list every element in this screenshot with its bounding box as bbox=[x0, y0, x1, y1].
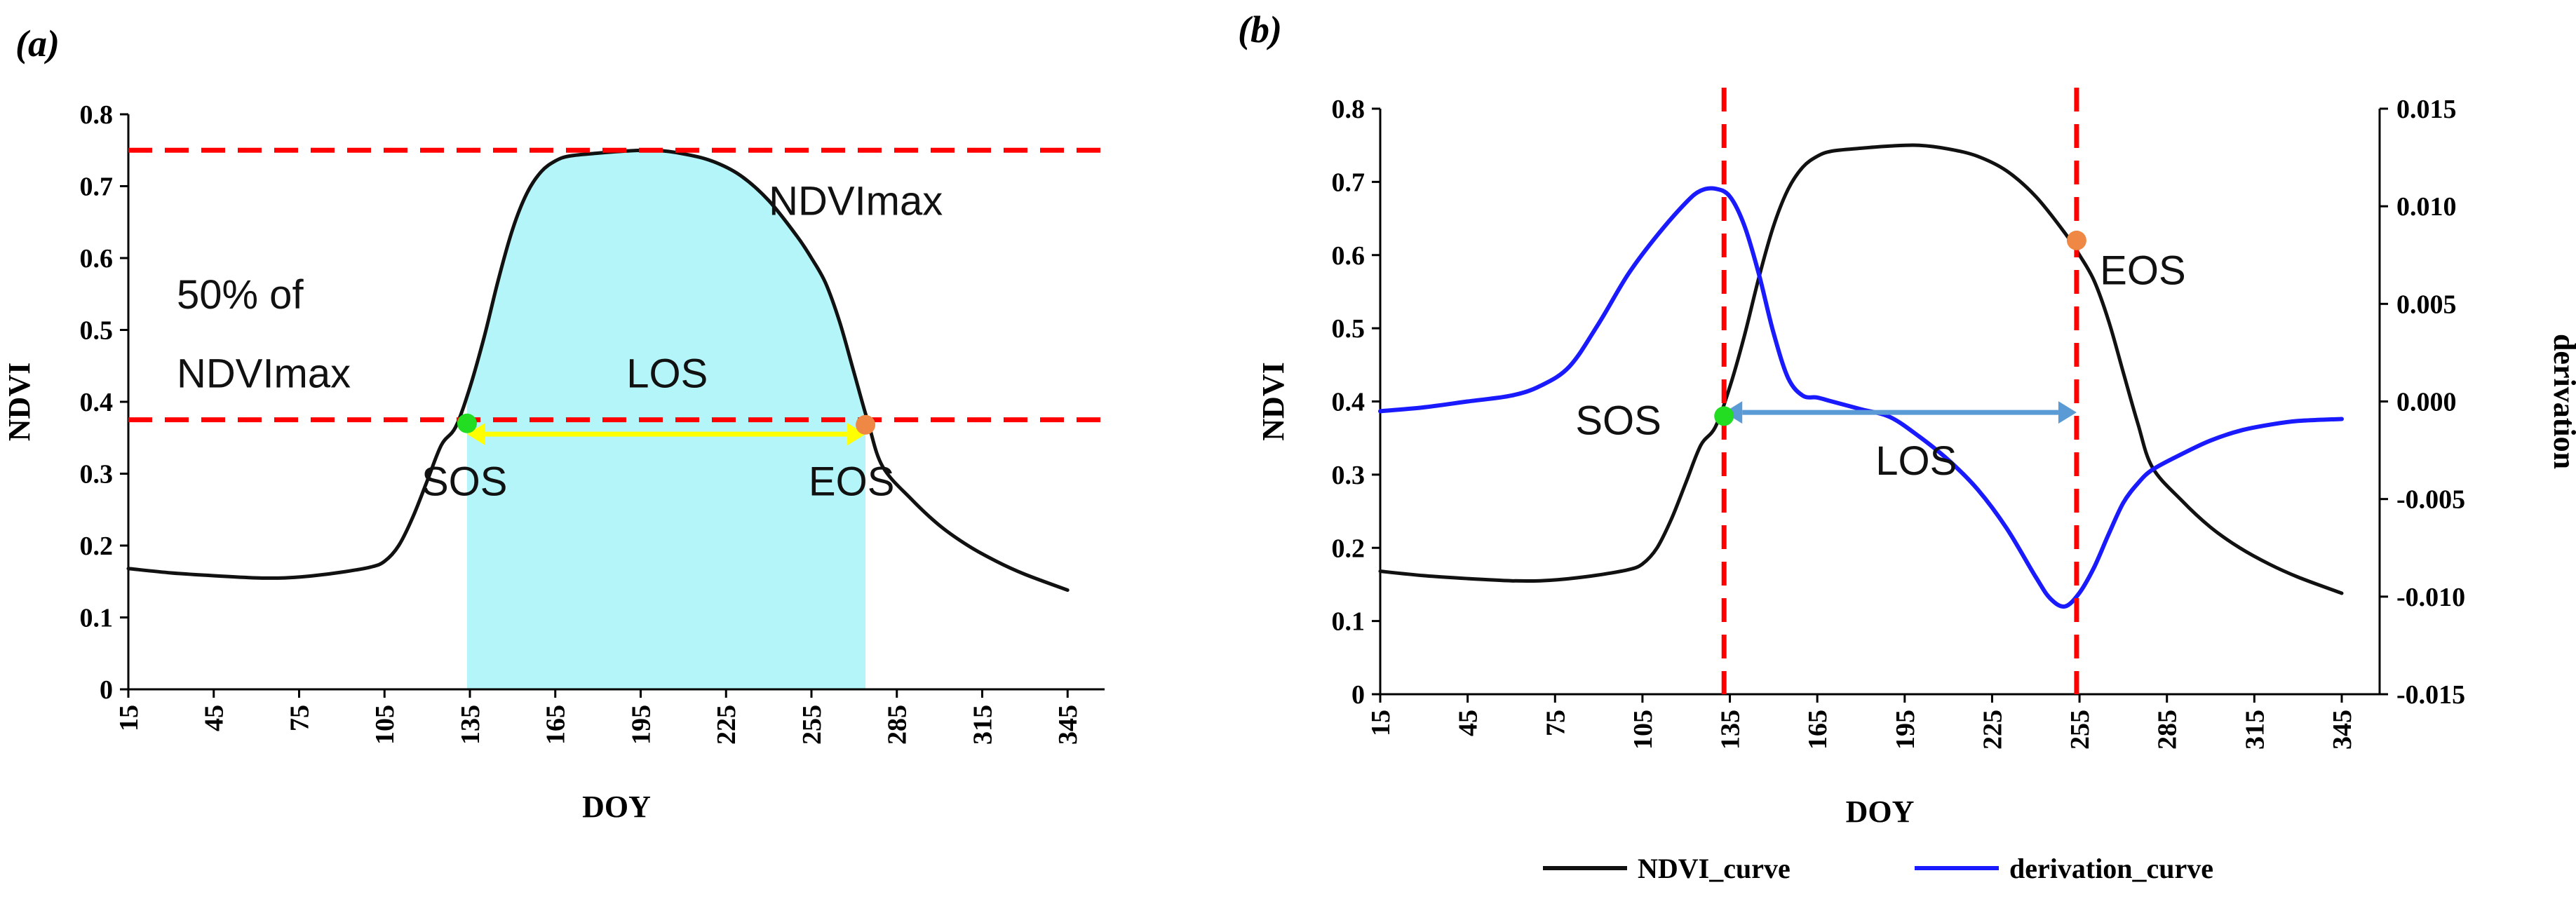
panel-label: (b) bbox=[1238, 8, 1282, 50]
x-tick-label: 225 bbox=[712, 705, 741, 745]
annotation-text: LOS bbox=[1875, 438, 1957, 484]
NDVI_curve-series-line bbox=[1378, 143, 2344, 595]
los-arrow-head-right bbox=[2058, 401, 2077, 424]
y-tick-label: 0.1 bbox=[80, 604, 114, 633]
y-tick-label: 0.4 bbox=[80, 388, 114, 417]
x-axis-title: DOY bbox=[1846, 795, 1915, 829]
annotation-text: NDVImax bbox=[769, 179, 943, 224]
panel-label: (a) bbox=[15, 22, 60, 65]
los-arrow-head-left bbox=[1724, 401, 1743, 424]
y-tick-label: 0.1 bbox=[1332, 607, 1365, 637]
x-tick-label: 255 bbox=[2065, 710, 2095, 750]
annotation-text: NDVImax bbox=[177, 351, 351, 397]
annotation-text: EOS bbox=[809, 459, 895, 504]
x-tick-label: 45 bbox=[1454, 710, 1483, 736]
annotation-text: LOS bbox=[626, 351, 708, 397]
x-tick-label: 285 bbox=[883, 705, 912, 745]
x-tick-label: 255 bbox=[797, 705, 827, 745]
x-tick-label: 75 bbox=[1541, 710, 1570, 736]
x-tick-label: 165 bbox=[1803, 710, 1833, 750]
y-tick-label: 0.8 bbox=[1332, 95, 1365, 124]
y-tick-label: 0.7 bbox=[80, 173, 114, 202]
y-tick-label: 0.2 bbox=[80, 532, 114, 561]
eos-marker bbox=[2066, 230, 2086, 250]
sos-marker bbox=[457, 413, 477, 433]
derivation_curve-series-line bbox=[1378, 186, 2344, 609]
x-tick-label: 225 bbox=[1978, 710, 2007, 750]
annotation-text: 50% of bbox=[177, 272, 304, 318]
legend-label: NDVI_curve bbox=[1638, 853, 1791, 884]
y-tick-label: 0.7 bbox=[1332, 168, 1365, 197]
eos-marker bbox=[856, 414, 876, 435]
x-tick-label: 45 bbox=[200, 705, 229, 731]
y2-tick-label: -0.010 bbox=[2396, 583, 2465, 612]
x-tick-label: 195 bbox=[626, 705, 656, 745]
y2-tick-label: -0.005 bbox=[2396, 485, 2465, 515]
x-tick-label: 285 bbox=[2153, 710, 2183, 750]
y2-tick-label: -0.015 bbox=[2396, 680, 2465, 710]
y-tick-label: 0.4 bbox=[1332, 388, 1365, 417]
y2-tick-label: 0.015 bbox=[2396, 95, 2457, 124]
x-tick-label: 135 bbox=[456, 705, 485, 745]
x-tick-label: 315 bbox=[968, 705, 997, 745]
legend-label: derivation_curve bbox=[2009, 853, 2213, 884]
x-tick-label: 135 bbox=[1716, 710, 1746, 750]
y-tick-label: 0.2 bbox=[1332, 534, 1365, 563]
x-tick-label: 105 bbox=[370, 705, 400, 745]
x-tick-label: 75 bbox=[285, 705, 314, 731]
y-tick-label: 0.3 bbox=[1332, 461, 1365, 490]
x-tick-label: 195 bbox=[1891, 710, 1920, 750]
x-tick-label: 315 bbox=[2240, 710, 2270, 750]
los-arrow-head-right bbox=[847, 423, 866, 446]
y2-tick-label: 0.010 bbox=[2396, 192, 2457, 222]
y-tick-label: 0.5 bbox=[1332, 314, 1365, 344]
y2-tick-label: 0.000 bbox=[2396, 388, 2457, 417]
y-tick-label: 0 bbox=[100, 675, 113, 705]
x-tick-label: 345 bbox=[2328, 710, 2357, 750]
los-arrow-head-left bbox=[466, 423, 485, 446]
y-tick-label: 0.3 bbox=[80, 460, 114, 489]
y-tick-label: 0.8 bbox=[80, 100, 114, 130]
x-tick-label: 345 bbox=[1053, 705, 1083, 745]
annotation-text: SOS bbox=[422, 459, 508, 504]
x-tick-label: 165 bbox=[541, 705, 571, 745]
y2-axis-title: derivation bbox=[2547, 334, 2576, 469]
y-tick-label: 0.6 bbox=[1332, 241, 1365, 271]
sos-marker bbox=[1714, 406, 1734, 426]
annotation-text: SOS bbox=[1575, 398, 1661, 443]
x-axis-title: DOY bbox=[582, 790, 651, 824]
chart-panel-a: (a) 0 0.1 0.2 0.3 0.4 0.5 0.6 0.7 0.8 15 45 75 105 135… bbox=[2, 22, 1105, 824]
y-axis-title: NDVI bbox=[1256, 362, 1290, 440]
x-tick-label: 15 bbox=[114, 705, 144, 731]
x-tick-label: 15 bbox=[1366, 710, 1396, 736]
y-tick-label: 0.5 bbox=[80, 316, 114, 346]
x-tick-label: 105 bbox=[1628, 710, 1658, 750]
y2-tick-label: 0.005 bbox=[2396, 290, 2457, 319]
los-fill-region bbox=[466, 150, 866, 689]
y-tick-label: 0 bbox=[1351, 680, 1365, 710]
y-axis-title: NDVI bbox=[2, 363, 36, 441]
chart-panel-b: (b) 0 0.1 0.2 0.3 0.4 0.5 0.6 0.7 0.8 -0.015 -0.010… bbox=[1238, 8, 2576, 884]
y-tick-label: 0.6 bbox=[80, 244, 114, 273]
annotation-text: EOS bbox=[2100, 248, 2186, 294]
